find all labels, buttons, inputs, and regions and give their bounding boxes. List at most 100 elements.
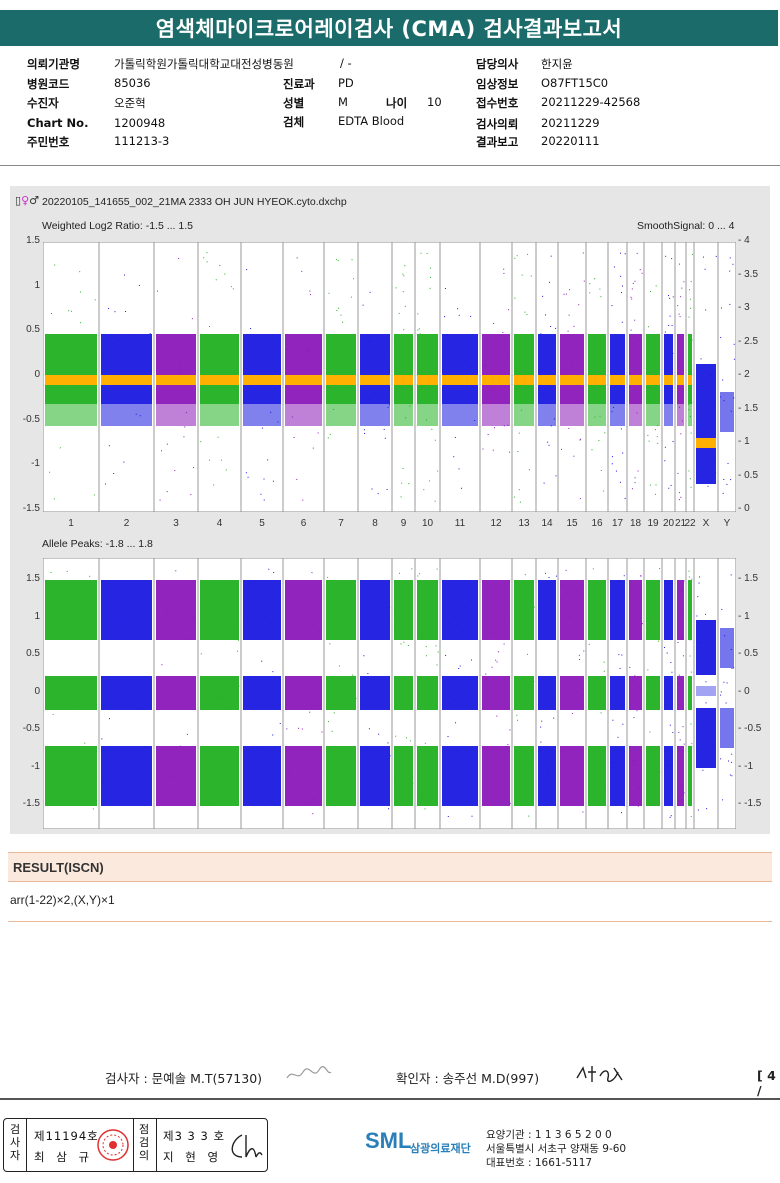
- scatter-dot: [565, 569, 567, 571]
- scatter-dot: [218, 355, 220, 357]
- scatter-dot: [331, 638, 333, 640]
- scatter-dot: [397, 610, 399, 612]
- scatter-dot: [518, 432, 520, 434]
- chromosome-label: 21: [674, 518, 687, 529]
- scatter-dot: [550, 325, 552, 327]
- chr-15-signal: [560, 676, 584, 710]
- scatter-dot: [394, 339, 396, 341]
- chr-19-smooth-signal: [646, 375, 660, 385]
- scatter-dot: [482, 448, 484, 450]
- scatter-dot: [503, 643, 505, 645]
- scatter-dot: [705, 613, 707, 615]
- scatter-dot: [507, 424, 509, 426]
- scatter-dot: [650, 290, 652, 292]
- scatter-dot: [107, 307, 109, 309]
- confirmer-signature-image: [576, 1066, 623, 1083]
- scatter-dot: [183, 436, 185, 438]
- chr-11-signal: [442, 404, 478, 426]
- scatter-dot: [651, 751, 653, 753]
- scatter-dot: [490, 348, 492, 350]
- scatter-dot: [445, 340, 447, 342]
- chr-3-signal: [156, 334, 196, 364]
- scatter-dot: [542, 370, 544, 372]
- scatter-dot: [423, 489, 425, 491]
- scatter-dot: [394, 777, 396, 779]
- confirmer-signature-label: 확인자 : 송주선 M.D(997): [396, 1071, 540, 1086]
- scatter-dot: [204, 607, 206, 609]
- scatter-dot: [705, 456, 707, 458]
- info-value-specimen: EDTA Blood: [338, 114, 405, 128]
- scatter-dot: [566, 374, 568, 376]
- scatter-dot: [506, 355, 508, 357]
- chr-11-smooth-signal: [442, 375, 478, 385]
- scatter-dot: [521, 701, 523, 703]
- scatter-dot: [702, 769, 704, 771]
- scatter-dot: [598, 439, 600, 441]
- info-label-patient: 수진자: [27, 96, 59, 110]
- scatter-dot: [665, 592, 667, 594]
- scatter-dot: [384, 355, 386, 357]
- scatter-dot: [688, 316, 690, 318]
- scatter-dot: [633, 759, 635, 761]
- scatter-dot: [108, 628, 110, 630]
- chr-19-signal: [646, 580, 660, 640]
- scatter-dot: [682, 749, 684, 751]
- scatter-dot: [679, 316, 681, 318]
- scatter-dot: [145, 747, 147, 749]
- chr-2-signal: [101, 580, 152, 640]
- scatter-dot: [138, 284, 140, 286]
- scatter-dot: [227, 759, 229, 761]
- chr-21-signal: [677, 746, 684, 806]
- chr-20-smooth-signal: [664, 375, 673, 385]
- scatter-dot: [363, 349, 365, 351]
- scatter-dot: [494, 389, 496, 391]
- scatter-dot: [151, 683, 153, 685]
- scatter-dot: [514, 496, 516, 498]
- scatter-dot: [225, 624, 227, 626]
- scatter-dot: [677, 472, 679, 474]
- scatter-dot: [517, 719, 519, 721]
- scatter-dot: [192, 617, 194, 619]
- scatter-dot: [166, 613, 168, 615]
- scatter-dot: [611, 463, 613, 465]
- chr-17-signal: [610, 746, 625, 806]
- scatter-dot: [640, 575, 642, 577]
- scatter-dot: [579, 439, 581, 441]
- scatter-dot: [633, 717, 635, 719]
- scatter-dot: [696, 615, 698, 617]
- chr-19-signal: [646, 676, 660, 710]
- scatter-dot: [655, 484, 657, 486]
- chr-1-signal: [45, 334, 97, 364]
- scatter-dot: [139, 415, 141, 417]
- scatter-dot: [647, 434, 649, 436]
- scatter-dot: [636, 252, 638, 254]
- scatter-dot: [632, 679, 634, 681]
- scatter-dot: [657, 356, 659, 358]
- scatter-dot: [405, 417, 407, 419]
- scatter-dot: [250, 328, 252, 330]
- info-label-clinical-info: 임상정보: [476, 77, 519, 91]
- chr-20-signal: [664, 580, 673, 640]
- scatter-dot: [123, 461, 125, 463]
- seal-stamp: [97, 1129, 129, 1161]
- scatter-dot: [619, 481, 621, 483]
- scatter-dot: [72, 705, 74, 707]
- scatter-dot: [54, 264, 56, 266]
- scatter-dot: [531, 636, 533, 638]
- scatter-dot: [491, 666, 493, 668]
- scatter-dot: [543, 482, 545, 484]
- scatter-dot: [370, 335, 372, 337]
- chr-X-signal: [696, 708, 716, 768]
- scatter-dot: [722, 379, 724, 381]
- chromosome-label: 22: [684, 518, 696, 529]
- scatter-dot: [185, 595, 187, 597]
- result-iscn: arr(1-22)×2,(X,Y)×1: [10, 893, 115, 907]
- axis-tick-label: 1: [34, 610, 40, 622]
- scatter-dot: [545, 681, 547, 683]
- scatter-dot: [261, 594, 263, 596]
- scatter-dot: [664, 446, 666, 448]
- chr-5-signal: [243, 580, 281, 640]
- scatter-dot: [677, 641, 679, 643]
- scatter-dot: [400, 643, 402, 645]
- scatter-dot: [337, 259, 339, 261]
